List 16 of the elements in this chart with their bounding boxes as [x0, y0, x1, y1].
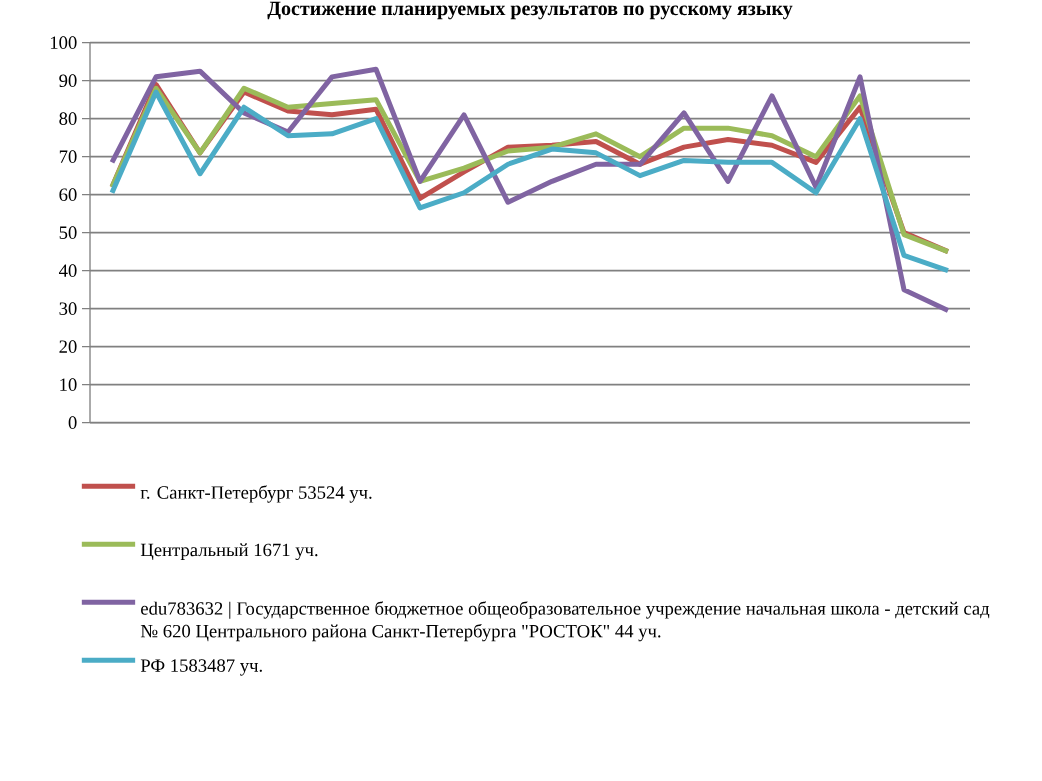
legend-label: edu783632 | Государственное бюджетное общеобразовательное учреждение начальная школа - детский сад № 620 Центрального района Санкт-Петербурга "РОСТОК" 44 уч. [140, 601, 990, 642]
y-tick-label: 40 [58, 264, 77, 277]
y-tick-label: 20 [59, 340, 77, 353]
y-tick-label: 30 [59, 302, 77, 315]
y-tick-label: 80 [59, 112, 77, 125]
y-tick-label: 100 [50, 36, 77, 49]
legend-label: РФ 1583487 уч. [140, 659, 262, 676]
legend-label: Центральный 1671 уч. [140, 543, 318, 561]
legend-label: г. Санкт-Петербург 53524 уч. [140, 485, 372, 503]
y-tick-label: 0 [68, 416, 77, 429]
chart-title: Достижение планируемых результатов по русскому языку [267, 1, 793, 20]
y-tick-label: 50 [59, 226, 77, 239]
y-tick-label: 90 [59, 74, 77, 87]
y-tick-label: 10 [60, 378, 77, 391]
y-tick-label: 60 [59, 188, 77, 201]
y-tick-label: 70 [59, 150, 77, 163]
